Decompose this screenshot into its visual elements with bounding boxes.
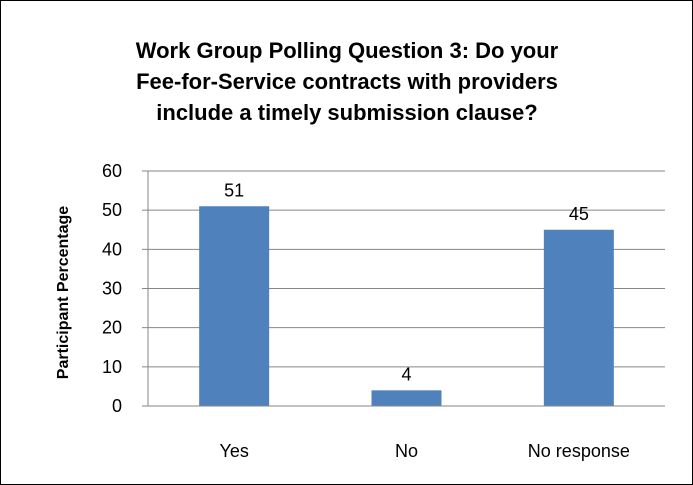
data-labels: 51 4 45 — [224, 180, 589, 384]
chart-title-line-1: Work Group Polling Question 3: Do your — [135, 38, 559, 63]
y-tick-label: 10 — [102, 357, 122, 377]
y-tick-label: 50 — [102, 200, 122, 220]
bar-no — [371, 390, 442, 406]
y-tick-label: 40 — [102, 239, 122, 259]
y-axis-label: Participant Percentage — [55, 206, 72, 380]
y-tick-label: 0 — [112, 396, 122, 416]
data-label: 51 — [224, 180, 244, 200]
axes — [142, 170, 665, 407]
bar-no-response — [543, 229, 614, 406]
bars — [199, 206, 614, 406]
data-label: 4 — [401, 364, 411, 384]
bar-yes — [199, 206, 270, 406]
x-category-label: No — [395, 441, 418, 461]
y-tick-label: 30 — [102, 279, 122, 299]
y-tick-label: 60 — [102, 161, 122, 181]
y-tick-label: 20 — [102, 318, 122, 338]
chart-title-line-3: include a timely submission clause? — [156, 100, 538, 125]
x-category-label: Yes — [219, 441, 248, 461]
chart-title-line-2: Fee-for-Service contracts with providers — [136, 69, 558, 94]
chart-title: Work Group Polling Question 3: Do your F… — [61, 35, 633, 128]
x-category-label: No response — [528, 441, 630, 461]
y-tick-labels: 0 10 20 30 40 50 60 — [102, 161, 122, 416]
data-label: 45 — [569, 204, 589, 224]
x-category-labels: Yes No No response — [219, 441, 629, 461]
